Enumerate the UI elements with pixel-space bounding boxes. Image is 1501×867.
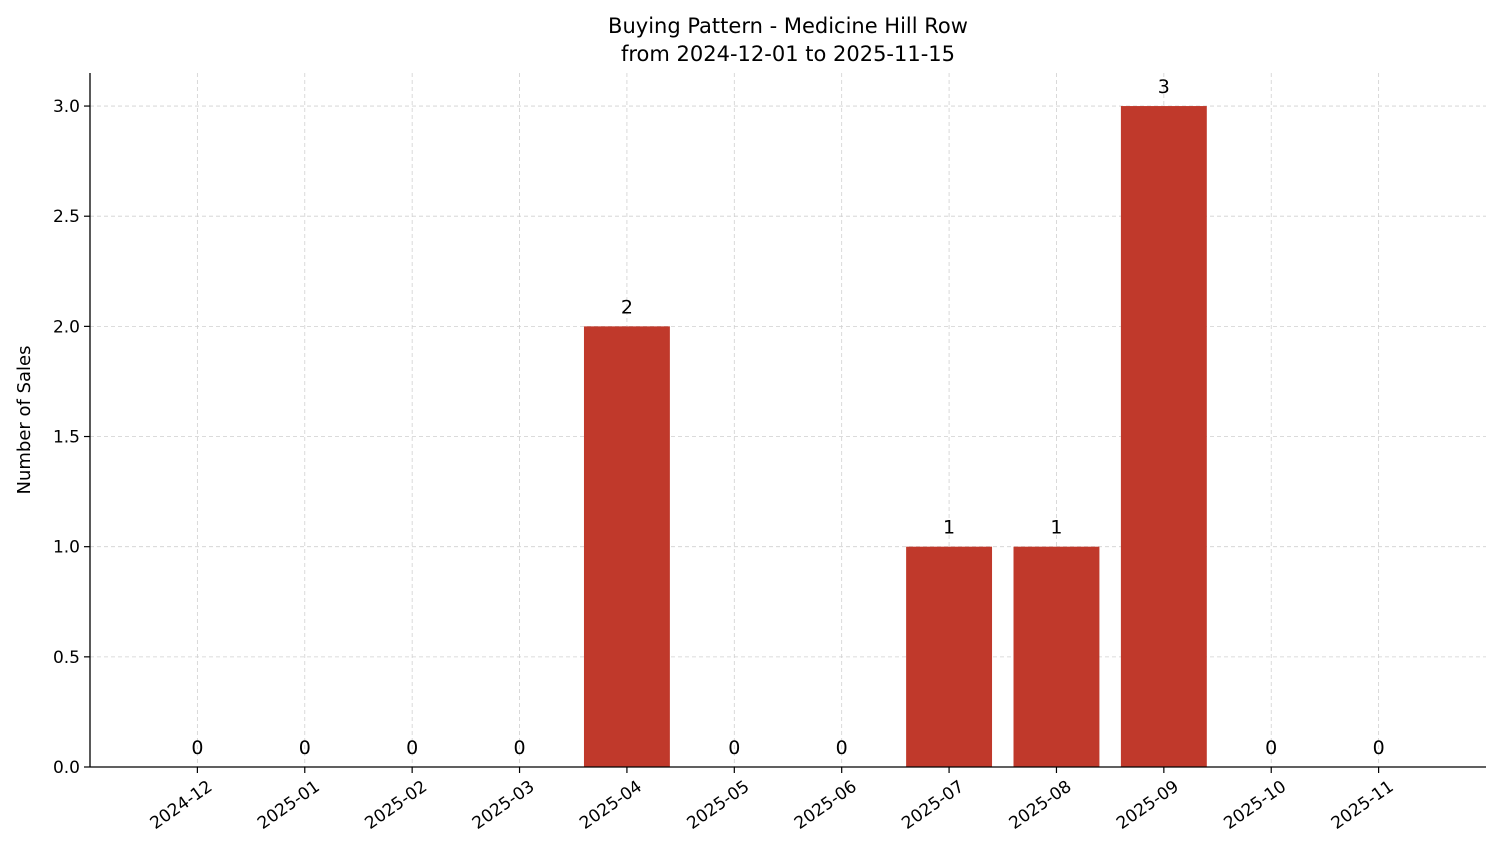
x-tick-label: 2025-04 (576, 777, 646, 834)
bar-2025-04 (583, 326, 670, 767)
x-tick-label: 2025-02 (361, 777, 431, 834)
bars: 0 0 0 0 2 0 0 1 1 3 0 0 (191, 76, 1385, 768)
x-tick-label: 2025-07 (898, 777, 968, 834)
chart-subtitle: from 2024-12-01 to 2025-11-15 (621, 42, 955, 66)
bar-2025-09 (1120, 106, 1207, 768)
data-label: 0 (299, 737, 311, 759)
data-label: 2 (621, 296, 633, 318)
x-tick-label: 2025-11 (1328, 777, 1398, 834)
chart-title: Buying Pattern - Medicine Hill Row (608, 14, 968, 38)
data-label: 0 (728, 737, 740, 759)
data-label: 1 (943, 517, 955, 539)
y-tick-label: 0.0 (53, 758, 80, 778)
y-tick-label: 1.0 (53, 538, 80, 558)
x-tick-label: 2025-06 (791, 777, 861, 834)
y-axis-label: Number of Sales (14, 345, 35, 494)
x-tick-label: 2024-12 (147, 777, 217, 834)
data-label: 0 (1265, 737, 1277, 759)
x-tick-label: 2025-09 (1113, 777, 1183, 834)
data-label: 0 (513, 737, 525, 759)
x-tick-label: 2025-10 (1220, 777, 1290, 834)
data-label: 0 (191, 737, 203, 759)
bar-2025-08 (1013, 546, 1100, 767)
data-label: 3 (1158, 76, 1170, 98)
x-tick-label: 2025-01 (254, 777, 324, 834)
grid (90, 73, 1486, 768)
data-label: 0 (836, 737, 848, 759)
y-tick-label: 2.0 (53, 317, 80, 337)
bar-2025-07 (906, 546, 993, 767)
x-tick-label: 2025-05 (684, 777, 754, 834)
data-label: 0 (1373, 737, 1385, 759)
y-tick-label: 0.5 (53, 648, 80, 668)
x-tick-label: 2025-08 (1006, 777, 1076, 834)
data-label: 0 (406, 737, 418, 759)
y-tick-label: 1.5 (53, 428, 80, 448)
x-tick-label: 2025-03 (469, 777, 539, 834)
data-label: 1 (1050, 517, 1062, 539)
y-tick-label: 2.5 (53, 207, 80, 227)
y-tick-label: 3.0 (53, 97, 80, 117)
